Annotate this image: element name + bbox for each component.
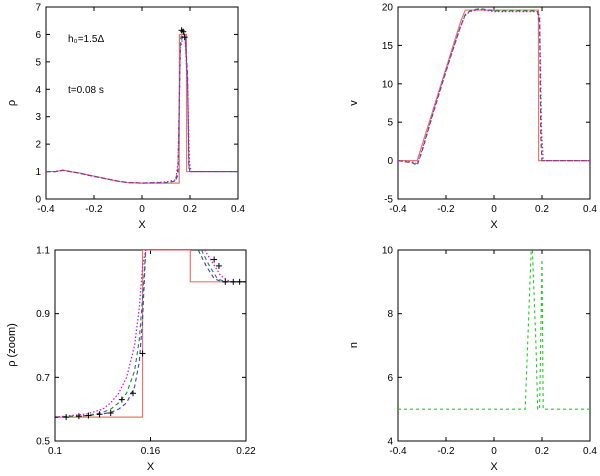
series-group <box>398 7 590 166</box>
x-tick-label: 0.4 <box>583 446 597 457</box>
y-tick-label: 2 <box>35 140 41 151</box>
y-tick-label: 1 <box>35 167 41 178</box>
data-point-marker <box>129 390 136 397</box>
data-point-marker <box>180 28 187 35</box>
y-tick-label: 6 <box>387 373 393 384</box>
plot-frame <box>397 6 591 200</box>
series-line-green-dash <box>55 250 147 418</box>
y-tick-label: 5 <box>35 57 41 68</box>
x-tick-label: -0.4 <box>389 204 407 215</box>
x-tick-label: -0.2 <box>437 446 455 457</box>
data-point-marker <box>211 256 218 263</box>
series-line-magenta-dot <box>398 8 590 165</box>
y-tick-label: -5 <box>384 195 393 206</box>
y-tick-label: 8 <box>387 309 393 320</box>
series-line-green-dash <box>200 250 246 283</box>
y-axis-label: ρ <box>6 100 18 106</box>
series-line-exact-red <box>55 250 246 418</box>
y-tick-label: 7 <box>35 3 41 14</box>
series-line-magenta-dot <box>46 35 238 184</box>
series-line-blue-dash <box>46 33 238 184</box>
data-point-marker <box>75 413 82 420</box>
x-tick-label: -0.2 <box>85 204 103 215</box>
data-point-marker <box>181 34 188 41</box>
y-axis-label: v <box>348 100 360 106</box>
x-tick-label: 0.16 <box>141 446 161 457</box>
y-tick-label: 0.9 <box>36 309 50 320</box>
panel-1: -0.4 -0.2 0 0.2 0.4 0 1 2 3 4 5 6 7 Xρ h₀=1.5Δ t=0.08 s <box>6 3 245 232</box>
panel-4: -0.4 -0.2 0 0.2 0.4 4 6 8 10 Xn <box>348 246 597 474</box>
y-axis-label: ρ (zoom) <box>6 323 18 367</box>
y-tick-label: 0 <box>35 195 41 206</box>
annotation-smoothing-length: h₀=1.5Δ <box>68 34 104 45</box>
annotation-time: t=0.08 s <box>68 85 104 96</box>
y-tick-label: 5 <box>387 118 393 129</box>
panel-2: -0.4 -0.2 0 0.2 0.4 -5 0 5 10 15 20 Xv <box>348 3 597 232</box>
series-line-green-light-dash <box>398 250 590 410</box>
y-tick-label: 10 <box>382 246 394 257</box>
y-tick-label: 10 <box>382 79 394 90</box>
data-point-marker <box>96 411 103 418</box>
series-group <box>55 250 246 421</box>
x-tick-label: -0.4 <box>37 204 55 215</box>
x-tick-label: -0.4 <box>389 446 407 457</box>
data-point-marker <box>55 414 58 421</box>
y-tick-label: 6 <box>35 30 41 41</box>
x-tick-label: 0.2 <box>535 204 549 215</box>
x-axis-label: X <box>490 219 498 231</box>
data-point-marker <box>118 396 125 403</box>
x-tick-label: 0.2 <box>183 204 197 215</box>
x-tick-label: 0 <box>139 204 145 215</box>
x-tick-label: 0.4 <box>231 204 245 215</box>
y-tick-label: 4 <box>387 437 393 448</box>
data-point-marker <box>230 278 237 285</box>
series-line-magenta-dot <box>204 250 246 283</box>
y-tick-label: 0 <box>387 156 393 167</box>
y-tick-label: 20 <box>382 3 394 14</box>
x-tick-label: 0 <box>491 204 497 215</box>
y-tick-label: 0.5 <box>36 437 50 448</box>
plot-frame <box>397 249 591 442</box>
data-point-marker <box>139 350 146 357</box>
data-point-marker <box>222 278 229 285</box>
x-tick-label: -0.2 <box>437 204 455 215</box>
y-tick-label: 0.7 <box>36 373 50 384</box>
series-group <box>46 27 238 184</box>
data-point-marker <box>63 414 70 421</box>
x-tick-label: 0.2 <box>535 446 549 457</box>
data-point-marker <box>215 262 222 269</box>
y-tick-label: 3 <box>35 112 41 123</box>
series-line-exact-red <box>398 9 590 162</box>
series-line-blue-dash <box>398 7 590 166</box>
series-line-green-dash <box>398 7 590 166</box>
x-axis-label: X <box>138 219 146 231</box>
data-point-marker <box>107 409 114 416</box>
data-point-marker <box>236 278 243 285</box>
y-axis-label: n <box>348 342 360 348</box>
y-tick-label: 1.1 <box>36 246 50 257</box>
x-axis-label: X <box>147 461 155 473</box>
series-line-blue-dash <box>55 250 147 418</box>
y-tick-label: 15 <box>382 41 394 52</box>
x-axis-label: X <box>490 461 498 473</box>
plot-frame <box>54 249 247 442</box>
y-tick-label: 4 <box>35 85 41 96</box>
series-line-green-dash <box>46 28 238 184</box>
x-tick-label: 0.4 <box>583 204 597 215</box>
series-line-exact-red <box>46 33 238 184</box>
x-tick-label: 0 <box>491 446 497 457</box>
data-point-marker <box>85 412 92 419</box>
x-tick-label: 0.22 <box>236 446 256 457</box>
series-group <box>398 250 590 410</box>
x-tick-label: 0.1 <box>48 446 62 457</box>
panel-3: 0.1 0.16 0.22 0.5 0.7 0.9 1.1 Xρ (zoom) <box>6 246 256 474</box>
data-point-marker <box>243 278 246 285</box>
